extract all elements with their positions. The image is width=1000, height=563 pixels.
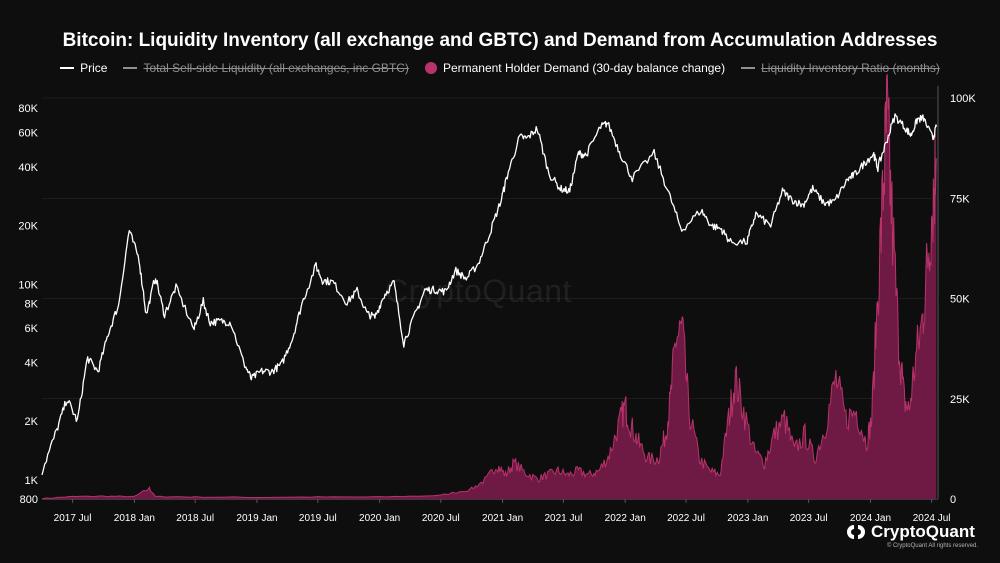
x-tick-label: 2024 Jan	[850, 513, 891, 524]
demand-series-layer	[41, 74, 937, 500]
legend-item-price[interactable]: Price	[60, 61, 107, 75]
legend-item-sell-side-liquidity[interactable]: Total Sell-side Liquidity (all exchanges…	[123, 61, 409, 75]
y-left-tick-label: 20K	[18, 221, 38, 233]
grid-layer	[42, 97, 938, 400]
x-tick-label: 2019 Jan	[236, 513, 277, 524]
legend-label: Permanent Holder Demand (30-day balance …	[442, 61, 726, 75]
axis-layer: 100K 75K 50K 25K 0 80K 60K 40K 20K 10K 8K 6K 4K 2K 1K 8…	[18, 86, 976, 524]
legend-line-icon	[123, 67, 138, 69]
cryptoquant-logo-icon	[847, 525, 865, 539]
y-left-tick-label: 800	[20, 494, 38, 506]
x-tick-label: 2023 Jul	[790, 513, 828, 524]
x-tick-label: 2021 Jul	[545, 513, 583, 524]
y-right-tick-label: 100K	[950, 93, 976, 105]
copyright-text: © CryptoQuant All rights reserved.	[886, 543, 978, 549]
legend-label: Total Sell-side Liquidity (all exchanges…	[143, 61, 409, 75]
x-tick-label: 2023 Jan	[727, 513, 768, 524]
y-left-tick-label: 4K	[25, 357, 39, 369]
price-line	[41, 113, 937, 476]
y-left-tick-label: 10K	[18, 280, 38, 292]
y-left-tick-label: 8K	[25, 299, 39, 311]
x-tick-label: 2024 Jul	[913, 513, 951, 524]
legend-item-holder-demand[interactable]: Permanent Holder Demand (30-day balance …	[424, 61, 726, 75]
x-tick-label: 2020 Jan	[359, 513, 400, 524]
y-left-tick-label: 60K	[18, 127, 38, 139]
x-tick-label: 2022 Jul	[667, 513, 705, 524]
x-tick-label: 2018 Jul	[176, 513, 214, 524]
x-tick-label: 2019 Jul	[299, 513, 337, 524]
y-right-tick-label: 25K	[950, 394, 970, 406]
demand-area	[42, 74, 937, 499]
y-left-tick-label: 80K	[18, 103, 38, 115]
x-tick-label: 2022 Jan	[605, 513, 646, 524]
y-left-tick-label: 6K	[25, 323, 39, 335]
y-right-tick-label: 75K	[950, 193, 970, 205]
brand-logo: CryptoQuant	[846, 522, 975, 542]
price-series-layer	[41, 113, 937, 476]
demand-line	[41, 74, 937, 500]
brand-name: CryptoQuant	[871, 522, 975, 541]
y-left-tick-label: 1K	[25, 475, 39, 487]
y-right-tick-label: 0	[950, 494, 956, 506]
y-left-tick-label: 40K	[18, 162, 38, 174]
x-tick-label: 2020 Jul	[422, 513, 460, 524]
legend-line-icon	[741, 67, 756, 69]
legend-line-icon	[60, 67, 75, 69]
y-left-tick-label: 2K	[25, 416, 39, 428]
legend-item-inventory-ratio[interactable]: Liquidity Inventory Ratio (months)	[741, 61, 940, 75]
legend: Price Total Sell-side Liquidity (all exc…	[0, 61, 1000, 75]
watermark: CryptoQuant	[385, 273, 572, 309]
legend-label: Liquidity Inventory Ratio (months)	[761, 61, 940, 75]
x-tick-label: 2018 Jan	[114, 513, 155, 524]
x-tick-label: 2021 Jan	[482, 513, 523, 524]
x-tick-label: 2017 Jul	[54, 513, 92, 524]
y-right-tick-label: 50K	[950, 294, 970, 306]
legend-dot-icon	[424, 62, 437, 74]
chart-title: Bitcoin: Liquidity Inventory (all exchan…	[62, 30, 938, 51]
legend-label: Price	[80, 61, 108, 75]
